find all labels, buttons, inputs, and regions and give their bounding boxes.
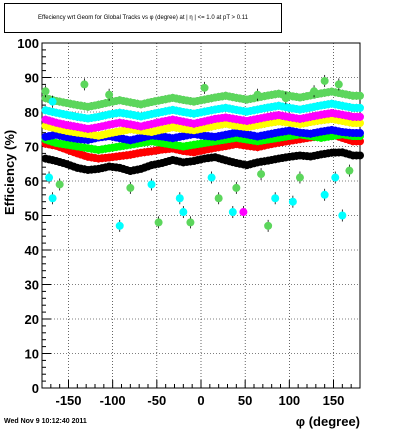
outlier-point xyxy=(257,170,266,179)
x-tick-label: 0 xyxy=(197,393,204,408)
x-tick-label: 50 xyxy=(238,393,252,408)
outlier-point xyxy=(41,87,50,96)
outlier-point xyxy=(207,173,216,182)
outlier-point xyxy=(48,97,57,106)
outlier-point xyxy=(310,87,319,96)
y-tick-label: 0 xyxy=(32,381,39,396)
outlier-point xyxy=(45,173,54,182)
outlier-point xyxy=(48,194,57,203)
outlier-point xyxy=(175,194,184,203)
x-tick-label: -50 xyxy=(147,393,166,408)
y-tick-label: 20 xyxy=(25,312,39,327)
y-tick-label: 40 xyxy=(25,243,39,258)
data-point xyxy=(356,119,364,128)
outlier-point xyxy=(80,80,89,89)
outlier-point xyxy=(105,90,114,99)
chart-title-box: Effeciency wrt Geom for Global Tracks vs… xyxy=(4,3,282,33)
outlier-point xyxy=(239,208,248,217)
outlier-point xyxy=(295,173,304,182)
outlier-point xyxy=(186,218,195,227)
y-tick-label: 50 xyxy=(25,209,39,224)
data-point xyxy=(356,151,364,160)
outlier-point xyxy=(338,211,347,220)
chart-title: Effeciency wrt Geom for Global Tracks vs… xyxy=(38,15,248,21)
x-tick-label: 100 xyxy=(278,393,300,408)
outlier-point xyxy=(115,221,124,230)
timestamp: Wed Nov 9 10:12:40 2011 xyxy=(4,418,87,425)
outlier-point xyxy=(288,197,297,206)
x-tick-label: -100 xyxy=(100,393,126,408)
y-tick-label: 100 xyxy=(17,36,39,51)
data-point xyxy=(356,103,364,112)
x-axis-title: φ (degree) xyxy=(295,414,360,429)
outlier-point xyxy=(271,194,280,203)
y-tick-label: 60 xyxy=(25,174,39,189)
outlier-point xyxy=(200,83,209,92)
y-axis-title: Efficiency (%) xyxy=(2,129,17,215)
outlier-point xyxy=(264,221,273,230)
outlier-point xyxy=(228,208,237,217)
y-tick-label: 10 xyxy=(25,347,39,362)
outlier-point xyxy=(179,208,188,217)
outlier-point xyxy=(320,76,329,85)
outlier-point xyxy=(345,166,354,175)
outlier-point xyxy=(334,80,343,89)
y-tick-label: 90 xyxy=(25,71,39,86)
outlier-point xyxy=(126,183,135,192)
data-point xyxy=(356,91,364,100)
y-tick-label: 80 xyxy=(25,105,39,120)
outlier-point xyxy=(320,190,329,199)
outlier-point xyxy=(147,180,156,189)
outlier-point xyxy=(281,94,290,103)
outlier-point xyxy=(154,218,163,227)
data-point xyxy=(356,129,364,138)
outlier-point xyxy=(55,180,64,189)
x-tick-label: -150 xyxy=(55,393,81,408)
outlier-point xyxy=(253,90,262,99)
outlier-point xyxy=(214,194,223,203)
outlier-point xyxy=(232,183,241,192)
data-point xyxy=(356,112,364,121)
y-tick-label: 70 xyxy=(25,140,39,155)
x-tick-label: 150 xyxy=(323,393,345,408)
y-tick-label: 30 xyxy=(25,278,39,293)
outlier-point xyxy=(331,173,340,182)
